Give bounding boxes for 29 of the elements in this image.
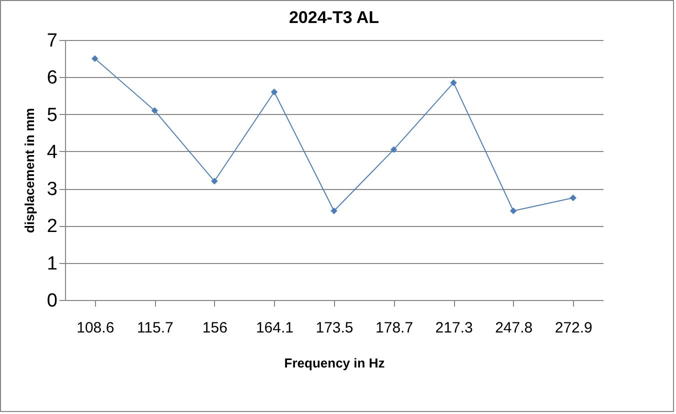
x-tick-label: 164.1 xyxy=(256,320,294,336)
x-tick-label: 217.3 xyxy=(435,320,473,336)
point xyxy=(330,208,338,214)
x-tick-label: 272.9 xyxy=(554,320,592,336)
y-tick-label: 6 xyxy=(46,68,58,89)
x-tick-label: 156 xyxy=(202,320,228,336)
x-tick-label: 178.7 xyxy=(376,320,414,336)
point xyxy=(270,88,278,96)
point xyxy=(211,178,218,184)
point xyxy=(92,55,98,62)
y-tick-label: 1 xyxy=(46,253,58,274)
point xyxy=(450,79,457,86)
y-tick-label: 7 xyxy=(46,30,58,52)
x-tick-label: 173.5 xyxy=(316,320,354,336)
y-tick-label: 5 xyxy=(46,104,58,126)
x-tick-label: 247.8 xyxy=(495,320,533,336)
chart-title: 2024-T3 AL xyxy=(288,8,380,27)
x-axis-title: Frequency in Hz xyxy=(284,356,386,370)
y-axis-title: displacement in mm xyxy=(22,108,37,233)
point xyxy=(570,194,576,202)
x-tick-label: 108.6 xyxy=(76,320,114,336)
point xyxy=(151,107,158,114)
y-tick-label: 2 xyxy=(46,216,58,238)
point xyxy=(510,208,517,214)
y-tick-label: 0 xyxy=(46,290,58,312)
y-tick-label: 3 xyxy=(46,179,58,200)
point xyxy=(390,146,398,153)
y-tick-label: 4 xyxy=(46,142,58,163)
x-tick-label: 115.7 xyxy=(136,320,174,336)
